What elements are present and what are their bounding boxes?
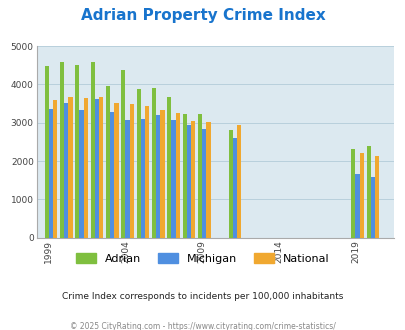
Bar: [370, 177, 374, 238]
Bar: [237, 125, 241, 238]
Bar: [175, 113, 179, 238]
Bar: [151, 88, 156, 238]
Text: Crime Index corresponds to incidents per 100,000 inhabitants: Crime Index corresponds to incidents per…: [62, 292, 343, 301]
Bar: [171, 120, 175, 238]
Text: Adrian Property Crime Index: Adrian Property Crime Index: [81, 8, 324, 23]
Bar: [49, 109, 53, 238]
Text: © 2025 CityRating.com - https://www.cityrating.com/crime-statistics/: © 2025 CityRating.com - https://www.city…: [70, 322, 335, 330]
Bar: [121, 70, 125, 238]
Bar: [83, 98, 87, 238]
Legend: Adrian, Michigan, National: Adrian, Michigan, National: [72, 248, 333, 268]
Bar: [202, 129, 206, 238]
Bar: [156, 115, 160, 238]
Bar: [191, 121, 195, 238]
Bar: [366, 147, 370, 238]
Bar: [110, 112, 114, 238]
Bar: [106, 86, 110, 238]
Bar: [228, 130, 232, 238]
Bar: [95, 99, 99, 238]
Bar: [359, 153, 363, 238]
Bar: [206, 122, 210, 238]
Bar: [64, 103, 68, 238]
Bar: [186, 125, 190, 238]
Bar: [232, 138, 236, 238]
Bar: [350, 149, 354, 238]
Bar: [68, 97, 72, 238]
Bar: [141, 118, 145, 238]
Bar: [114, 103, 118, 238]
Bar: [53, 100, 57, 238]
Bar: [125, 120, 129, 238]
Bar: [99, 97, 103, 238]
Bar: [182, 114, 186, 238]
Bar: [79, 110, 83, 238]
Bar: [75, 65, 79, 238]
Bar: [136, 89, 140, 238]
Bar: [90, 61, 94, 238]
Bar: [145, 106, 149, 238]
Bar: [167, 97, 171, 238]
Bar: [160, 110, 164, 238]
Bar: [355, 175, 359, 238]
Bar: [374, 156, 378, 238]
Bar: [45, 66, 49, 238]
Bar: [60, 62, 64, 238]
Bar: [130, 104, 134, 238]
Bar: [197, 114, 201, 238]
